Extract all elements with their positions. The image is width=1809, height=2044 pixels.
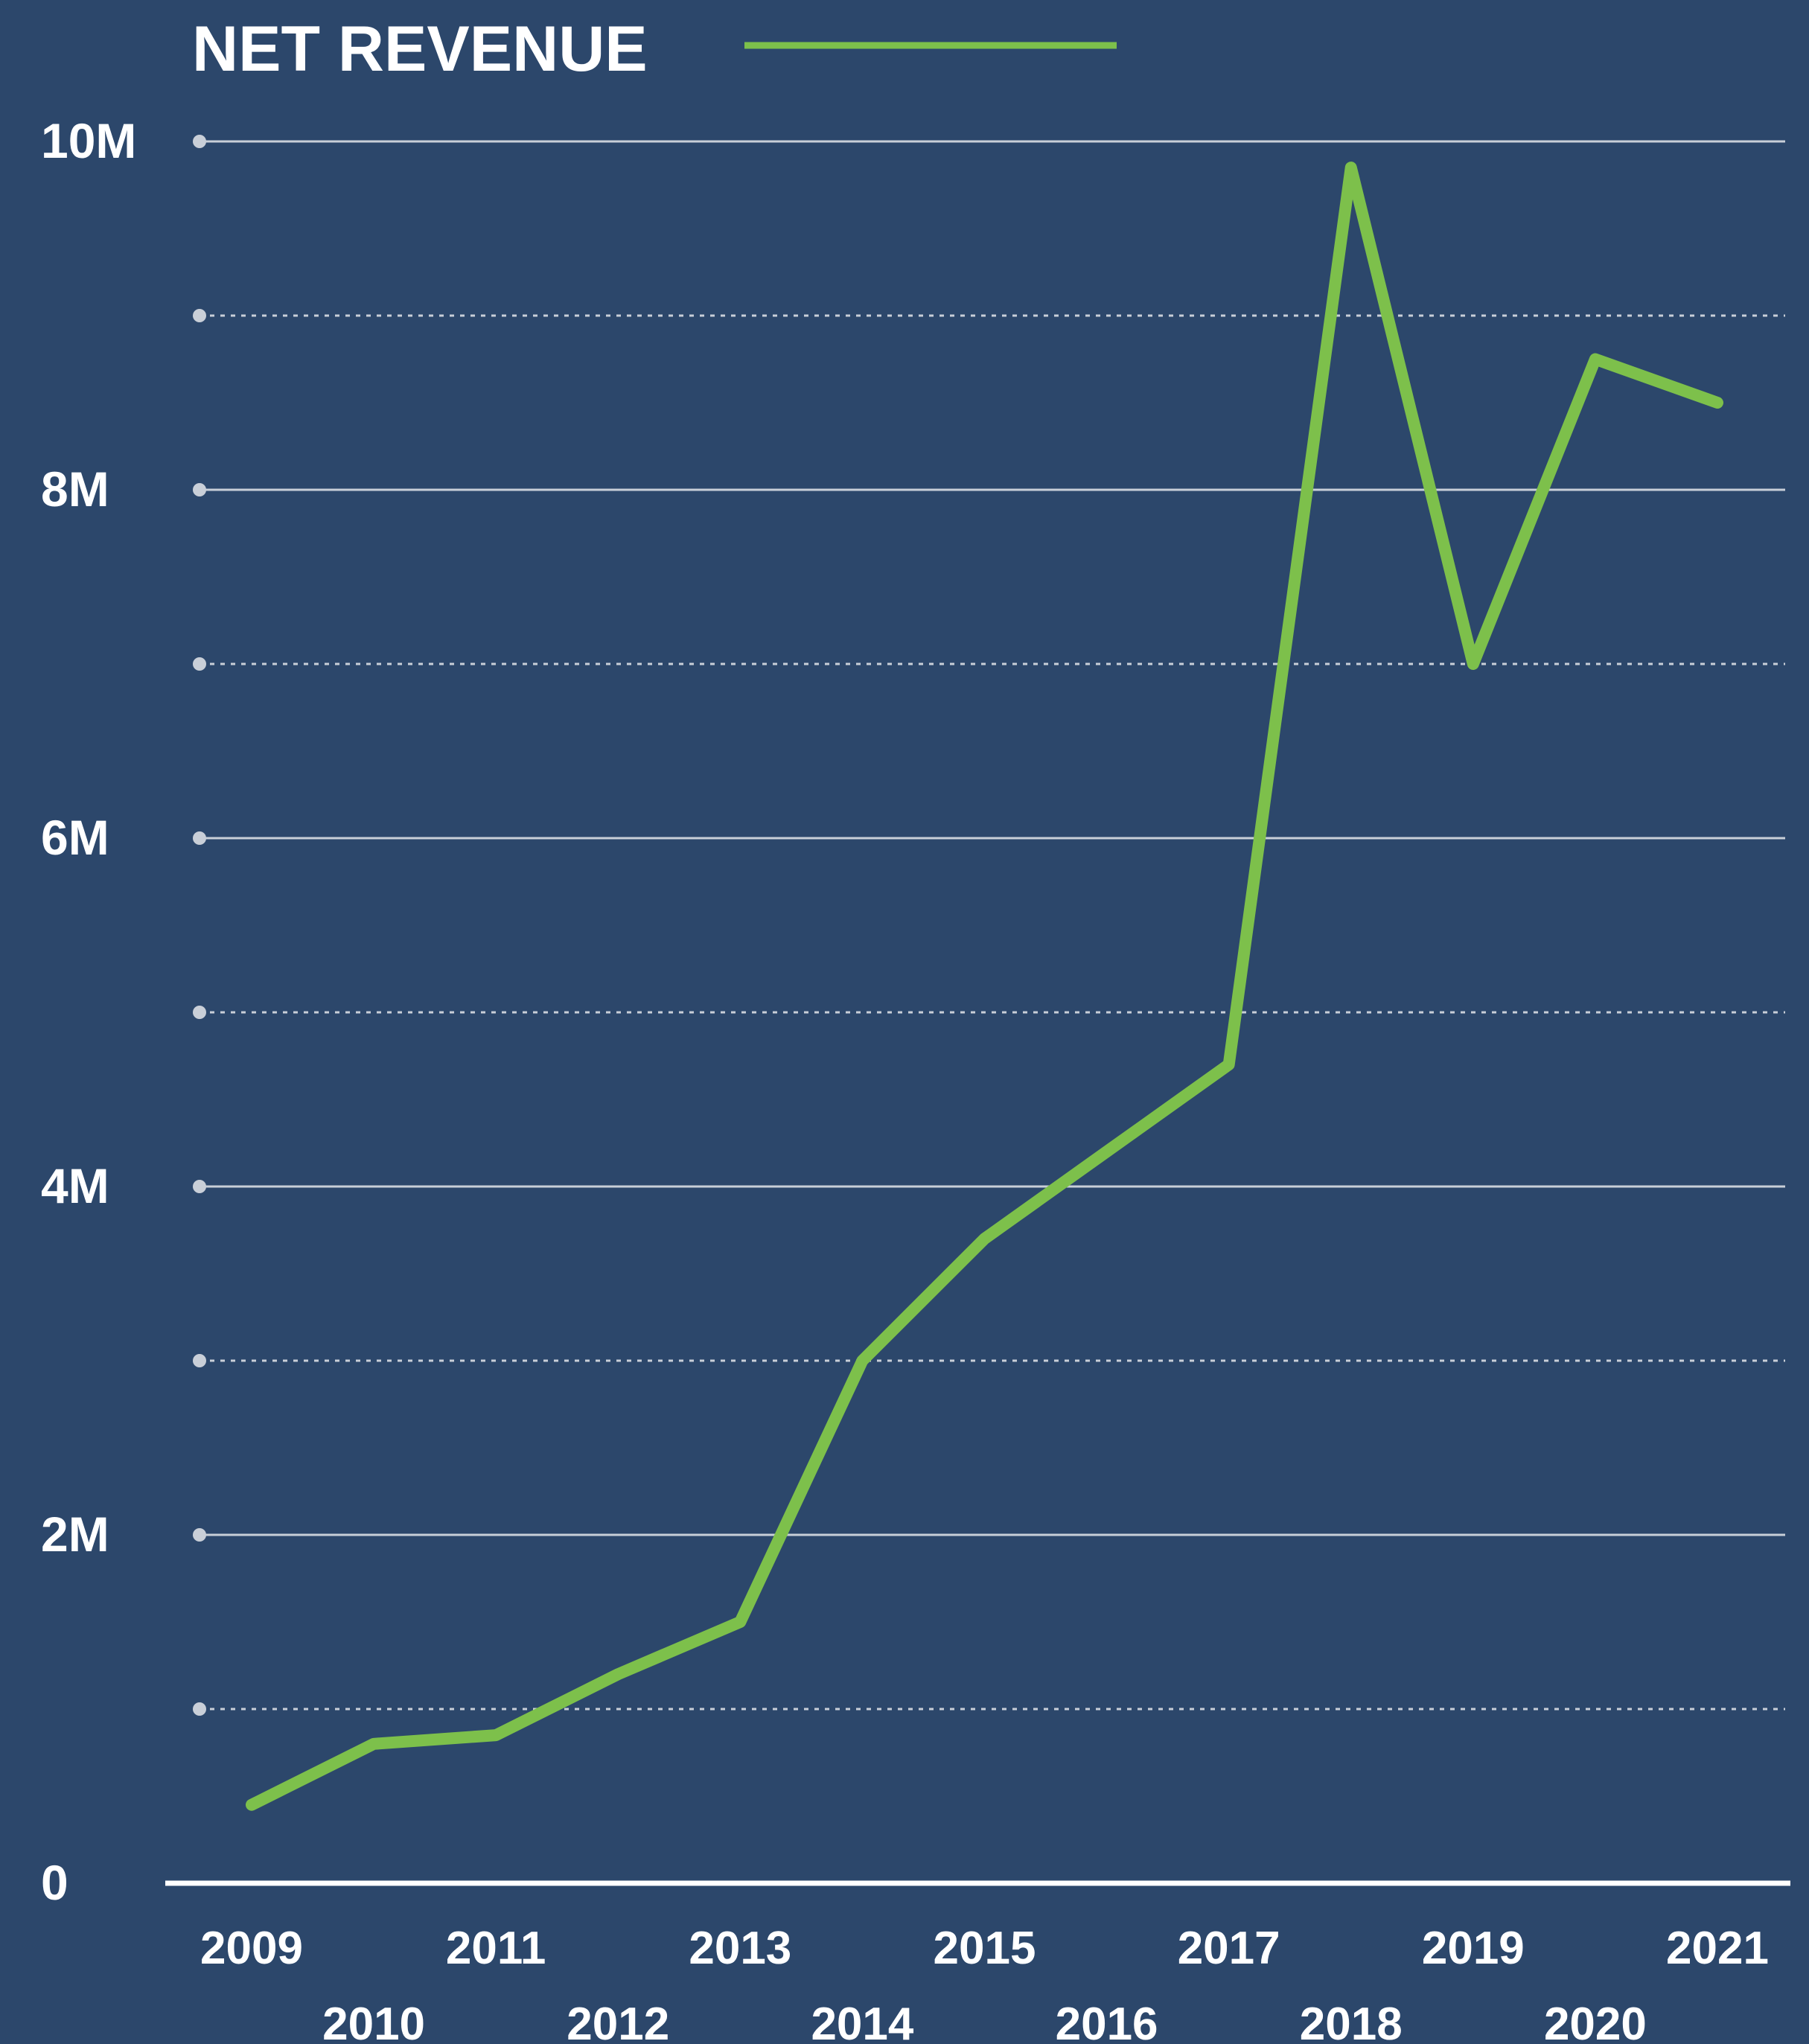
y-tick-label: 10M	[41, 113, 136, 168]
x-tick-label: 2020	[1544, 1999, 1647, 2044]
x-tick-label: 2009	[200, 1923, 303, 1974]
series-layer	[246, 162, 1723, 1811]
x-tick-label: 2017	[1178, 1923, 1280, 1974]
x-tick-label: 2013	[689, 1923, 791, 1974]
gridline-dot	[193, 135, 206, 148]
gridline-dot	[193, 1528, 206, 1542]
y-tick-label: 8M	[41, 462, 109, 517]
gridline-dot	[193, 1702, 206, 1716]
x-tick-label: 2021	[1666, 1923, 1769, 1974]
y-tick-label: 4M	[41, 1158, 109, 1213]
x-tick-label: 2019	[1422, 1923, 1525, 1974]
x-tick-label: 2018	[1300, 1999, 1403, 2044]
gridline-dot	[193, 1006, 206, 1019]
x-tick-label: 2016	[1056, 1999, 1158, 2044]
y-tick-label: 2M	[41, 1507, 109, 1562]
x-tick-label: 2011	[446, 1923, 546, 1974]
title-layer: NET REVENUE	[192, 13, 1117, 85]
x-tick-label: 2015	[934, 1923, 1036, 1974]
gridline-dot	[193, 1180, 206, 1193]
x-tick-label: 2010	[322, 1999, 425, 2044]
gridline-dot	[193, 483, 206, 496]
gridline-dot	[193, 1354, 206, 1367]
chart-title: NET REVENUE	[192, 13, 648, 85]
grid-layer	[193, 135, 1785, 1716]
y-tick-label: 0	[41, 1855, 68, 1910]
series-line-net-revenue	[246, 162, 1723, 1811]
label-layer: 10M 8M 6M 4M 2M 0 2009 2010 2011 2012 2013 2014 2015…	[41, 113, 1769, 2044]
gridline-dot	[193, 831, 206, 845]
y-tick-label: 6M	[41, 810, 109, 865]
gridline-dot	[193, 657, 206, 671]
x-tick-label: 2012	[567, 1999, 669, 2044]
gridline-dot	[193, 309, 206, 322]
x-tick-label: 2014	[811, 1999, 913, 2044]
